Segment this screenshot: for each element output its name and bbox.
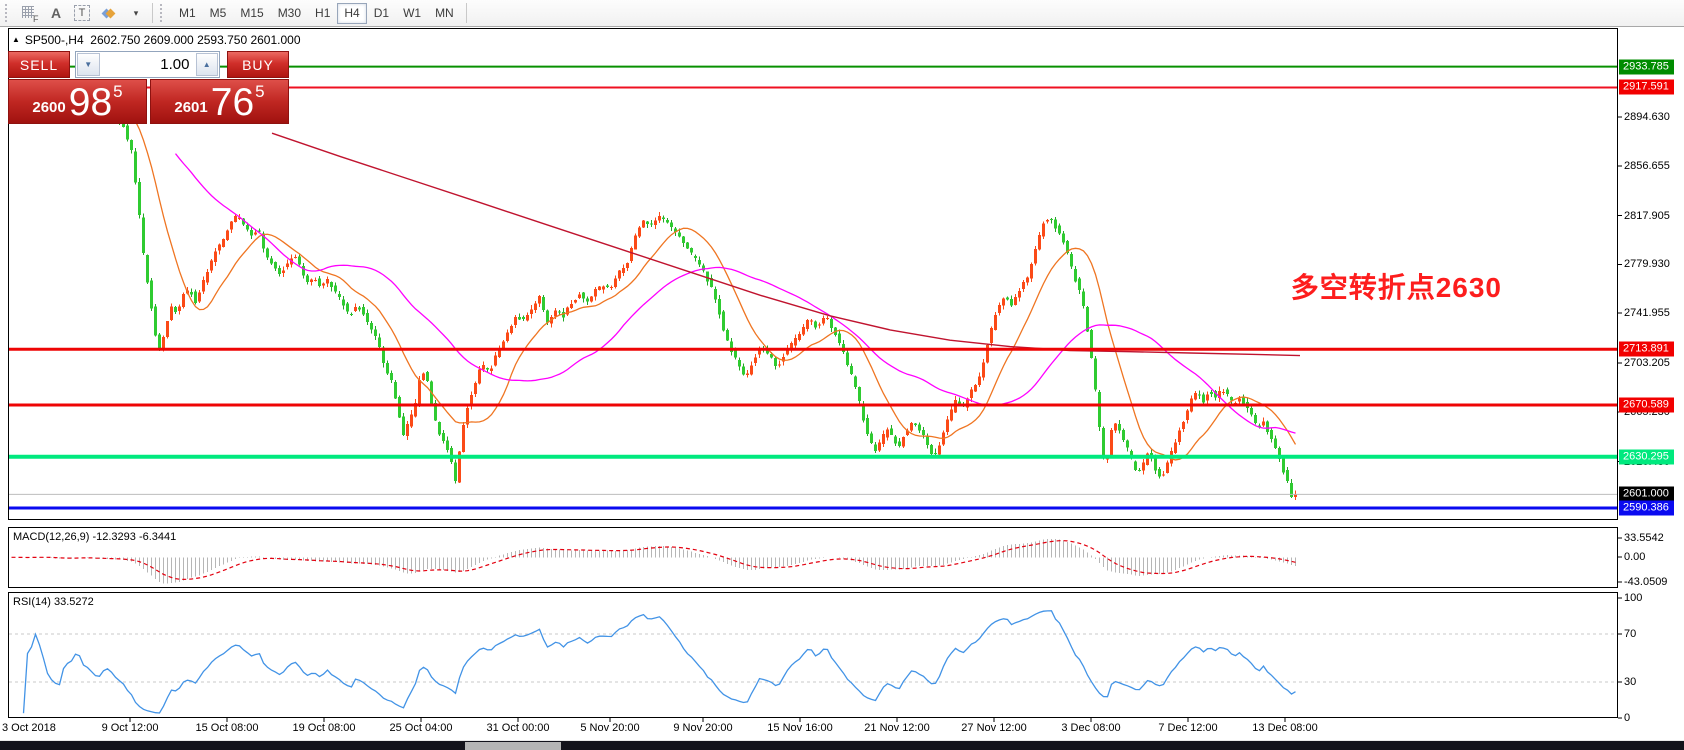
date-label: 3 Dec 08:00 <box>1061 722 1121 734</box>
sell-button[interactable]: SELL <box>8 51 70 78</box>
price-label-2894.630: 2894.630 <box>1624 111 1670 123</box>
rsi-pane-frame <box>8 592 1618 718</box>
date-label: 7 Dec 12:00 <box>1158 722 1218 734</box>
price-badge-2933.785: 2933.785 <box>1619 59 1674 75</box>
timeframe-button-W1[interactable]: W1 <box>396 3 428 24</box>
date-label: 19 Oct 08:00 <box>292 722 356 734</box>
date-label: 9 Oct 12:00 <box>101 722 159 734</box>
price-badge-2590.386: 2590.386 <box>1619 500 1674 516</box>
date-label: 15 Nov 16:00 <box>767 722 833 734</box>
price-badge-2630.295: 2630.295 <box>1619 449 1674 465</box>
macd-label: MACD(12,26,9) -12.3293 -6.3441 <box>13 531 177 543</box>
window-below-edge <box>0 740 1684 750</box>
timeframe-buttons-group: M1 M5 M15 M30 H1 H4 D1 W1 MN <box>172 2 461 24</box>
sell-price-sup: 5 <box>113 82 123 101</box>
toolbar-separator-2 <box>465 3 467 23</box>
buy-price-big: 76 <box>210 81 255 124</box>
ma-slow-line <box>271 132 1301 357</box>
chart-annotation: 多空转折点2630 <box>1290 272 1502 303</box>
arrow-text-icon[interactable]: A <box>50 5 62 21</box>
macd-axis-label-33.5542: 33.5542 <box>1624 532 1664 544</box>
price-label-2817.905: 2817.905 <box>1624 209 1670 222</box>
date-label: 3 Oct 2018 <box>2 722 56 734</box>
timeframe-button-D1[interactable]: D1 <box>367 3 396 24</box>
rsi-label: RSI(14) 33.5272 <box>13 596 94 608</box>
timeframe-button-H4[interactable]: H4 <box>337 2 367 24</box>
axis-ticks <box>129 116 1622 722</box>
date-label: 5 Nov 20:00 <box>580 722 640 734</box>
macd-signal-line <box>11 540 1296 581</box>
date-label: 15 Oct 08:00 <box>195 722 259 734</box>
price-label-2856.655: 2856.655 <box>1624 159 1670 172</box>
timeframe-button-M1[interactable]: M1 <box>172 3 203 24</box>
timeframe-button-MN[interactable]: MN <box>428 3 461 24</box>
date-label: 9 Nov 20:00 <box>673 722 733 734</box>
price-badge-2713.891: 2713.891 <box>1619 341 1674 357</box>
crosshair-grid-icon[interactable]: F <box>17 2 43 24</box>
date-label: 25 Oct 04:00 <box>389 722 453 734</box>
rsi-axis-label-70: 70 <box>1624 628 1637 640</box>
ma-fast-line <box>63 95 1297 461</box>
price-label-2703.205: 2703.205 <box>1624 357 1670 370</box>
sell-price-display[interactable]: 2600 98 5 <box>8 79 147 124</box>
buy-price-display[interactable]: 2601 76 5 <box>150 79 289 124</box>
date-label: 27 Nov 12:00 <box>961 722 1027 734</box>
price-badge-2670.589: 2670.589 <box>1619 397 1674 413</box>
chart-symbol-period: SP500-,H4 <box>24 33 84 47</box>
macd-histogram <box>15 538 1296 584</box>
volume-spinner: ▼ ▲ <box>75 51 220 78</box>
price-badge-2601.000: 2601.000 <box>1619 486 1674 502</box>
buy-price-prefix: 2601 <box>174 99 208 116</box>
price-label-2741.955: 2741.955 <box>1624 307 1670 320</box>
rsi-axis-label-30: 30 <box>1624 676 1637 688</box>
volume-increase-button[interactable]: ▲ <box>195 53 218 76</box>
buy-button[interactable]: BUY <box>227 51 289 78</box>
window-below-highlight <box>465 742 561 750</box>
collapse-triangle-icon[interactable]: ▲ <box>12 35 20 44</box>
price-label-2779.930: 2779.930 <box>1624 258 1670 271</box>
macd-axis-label--43.0509: -43.0509 <box>1624 576 1668 588</box>
timeframe-button-M5[interactable]: M5 <box>203 3 234 24</box>
chart-title: ▲ SP500-,H4 2602.750 2609.000 2593.750 26… <box>12 33 301 47</box>
macd-axis-label-0.00: 0.00 <box>1624 551 1646 563</box>
toolbar-grip[interactable] <box>5 4 12 22</box>
rsi-axis-label-100: 100 <box>1624 592 1643 604</box>
toolbar-grip-2[interactable] <box>160 4 167 22</box>
date-label: 21 Nov 12:00 <box>864 722 930 734</box>
timeframe-button-M30[interactable]: M30 <box>271 3 308 24</box>
date-label: 31 Oct 00:00 <box>486 722 550 734</box>
rsi-line <box>22 610 1296 714</box>
timeframe-button-M15[interactable]: M15 <box>233 3 270 24</box>
sell-price-prefix: 2600 <box>32 99 66 116</box>
sell-price-big: 98 <box>68 81 113 124</box>
drawing-tools-group: F A T ▾ <box>17 2 147 24</box>
timeframe-button-H1[interactable]: H1 <box>308 3 337 24</box>
volume-decrease-button[interactable]: ▼ <box>77 53 100 76</box>
toolbar-separator <box>152 3 153 23</box>
chart-ohlc-values: 2602.750 2609.000 2593.750 2601.000 <box>90 33 301 47</box>
volume-input[interactable] <box>100 52 195 77</box>
price-badge-2917.591: 2917.591 <box>1619 79 1674 95</box>
text-tool-icon[interactable]: T <box>69 2 95 24</box>
date-label: 13 Dec 08:00 <box>1252 722 1318 734</box>
ma-mid-line <box>174 153 1296 434</box>
shapes-dropdown-caret-icon[interactable]: ▾ <box>133 7 139 18</box>
buy-price-sup: 5 <box>255 82 265 101</box>
macd-pane-frame <box>8 527 1618 588</box>
toolbar: F A T ▾ M1 M5 M15 M30 H1 H4 D1 W1 MN <box>0 0 1684 27</box>
rsi-axis-label-0: 0 <box>1624 712 1631 724</box>
